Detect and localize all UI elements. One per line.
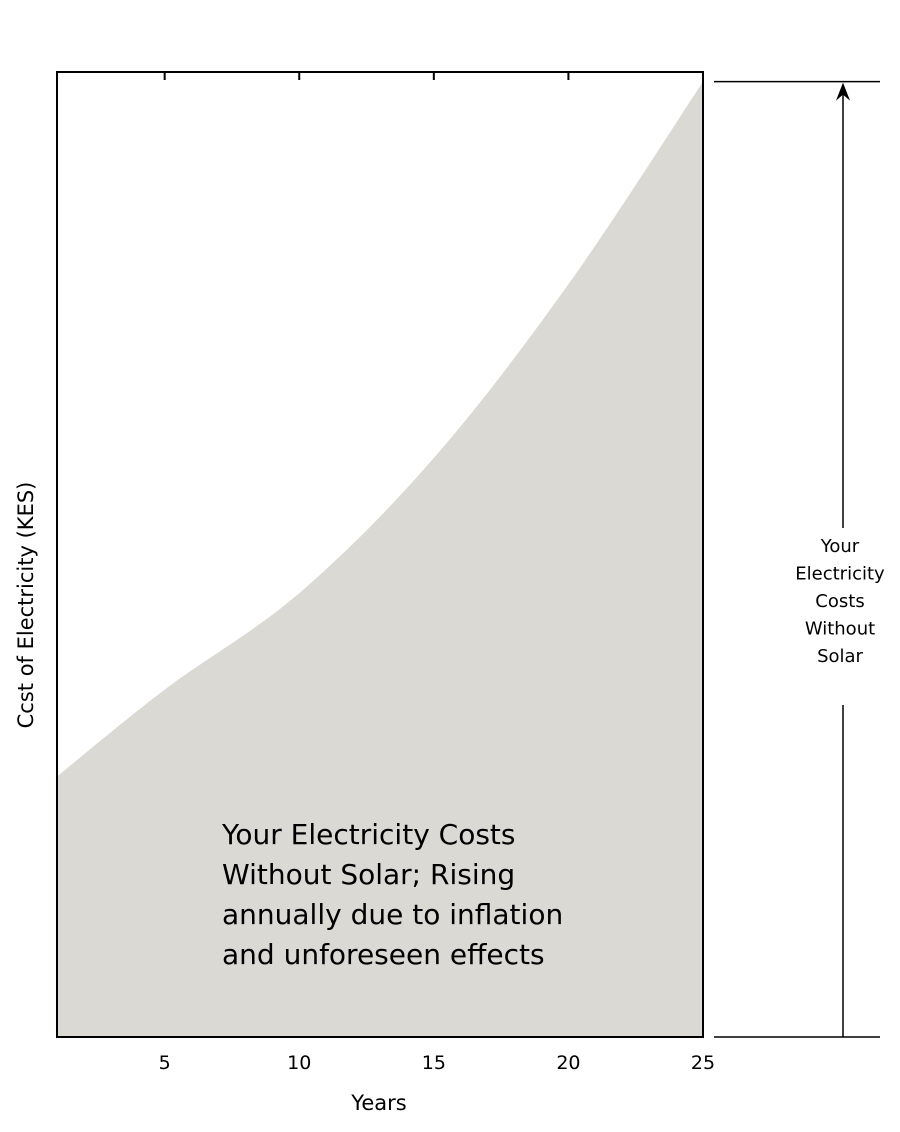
x-axis: 5 10 15 20 25 bbox=[159, 72, 715, 1074]
side-label-line: Without bbox=[805, 619, 875, 640]
side-label-line: Costs bbox=[815, 591, 864, 612]
annotation-line: annually due to inflation bbox=[222, 898, 563, 931]
area-layer bbox=[57, 81, 703, 1038]
annotation-line: Your Electricity Costs bbox=[221, 818, 516, 851]
plot-frame bbox=[56, 71, 704, 1038]
side-label-line: Electricity bbox=[795, 564, 885, 585]
x-tick-label: 10 bbox=[287, 1052, 311, 1074]
x-tick-label: 5 bbox=[159, 1052, 171, 1074]
y-axis-label: Ccst of Electricity (KES) bbox=[14, 482, 38, 729]
area-annotation: Your Electricity Costs Without Solar; Ris… bbox=[221, 818, 563, 971]
x-tick-label: 25 bbox=[691, 1052, 715, 1074]
x-tick-label: 15 bbox=[422, 1052, 446, 1074]
x-tick-label: 20 bbox=[556, 1052, 580, 1074]
cost-range-indicator: Your Electricity Costs Without Solar bbox=[714, 80, 885, 1038]
plot-border bbox=[56, 71, 704, 1038]
x-axis-label: Years bbox=[350, 1091, 406, 1115]
annotation-line: and unforeseen effects bbox=[222, 938, 545, 971]
arrow-up-icon bbox=[836, 82, 850, 101]
side-label-line: Your bbox=[820, 536, 860, 557]
cost-area bbox=[57, 81, 703, 1038]
side-label-line: Solar bbox=[817, 646, 863, 667]
annotation-line: Without Solar; Rising bbox=[222, 858, 515, 891]
